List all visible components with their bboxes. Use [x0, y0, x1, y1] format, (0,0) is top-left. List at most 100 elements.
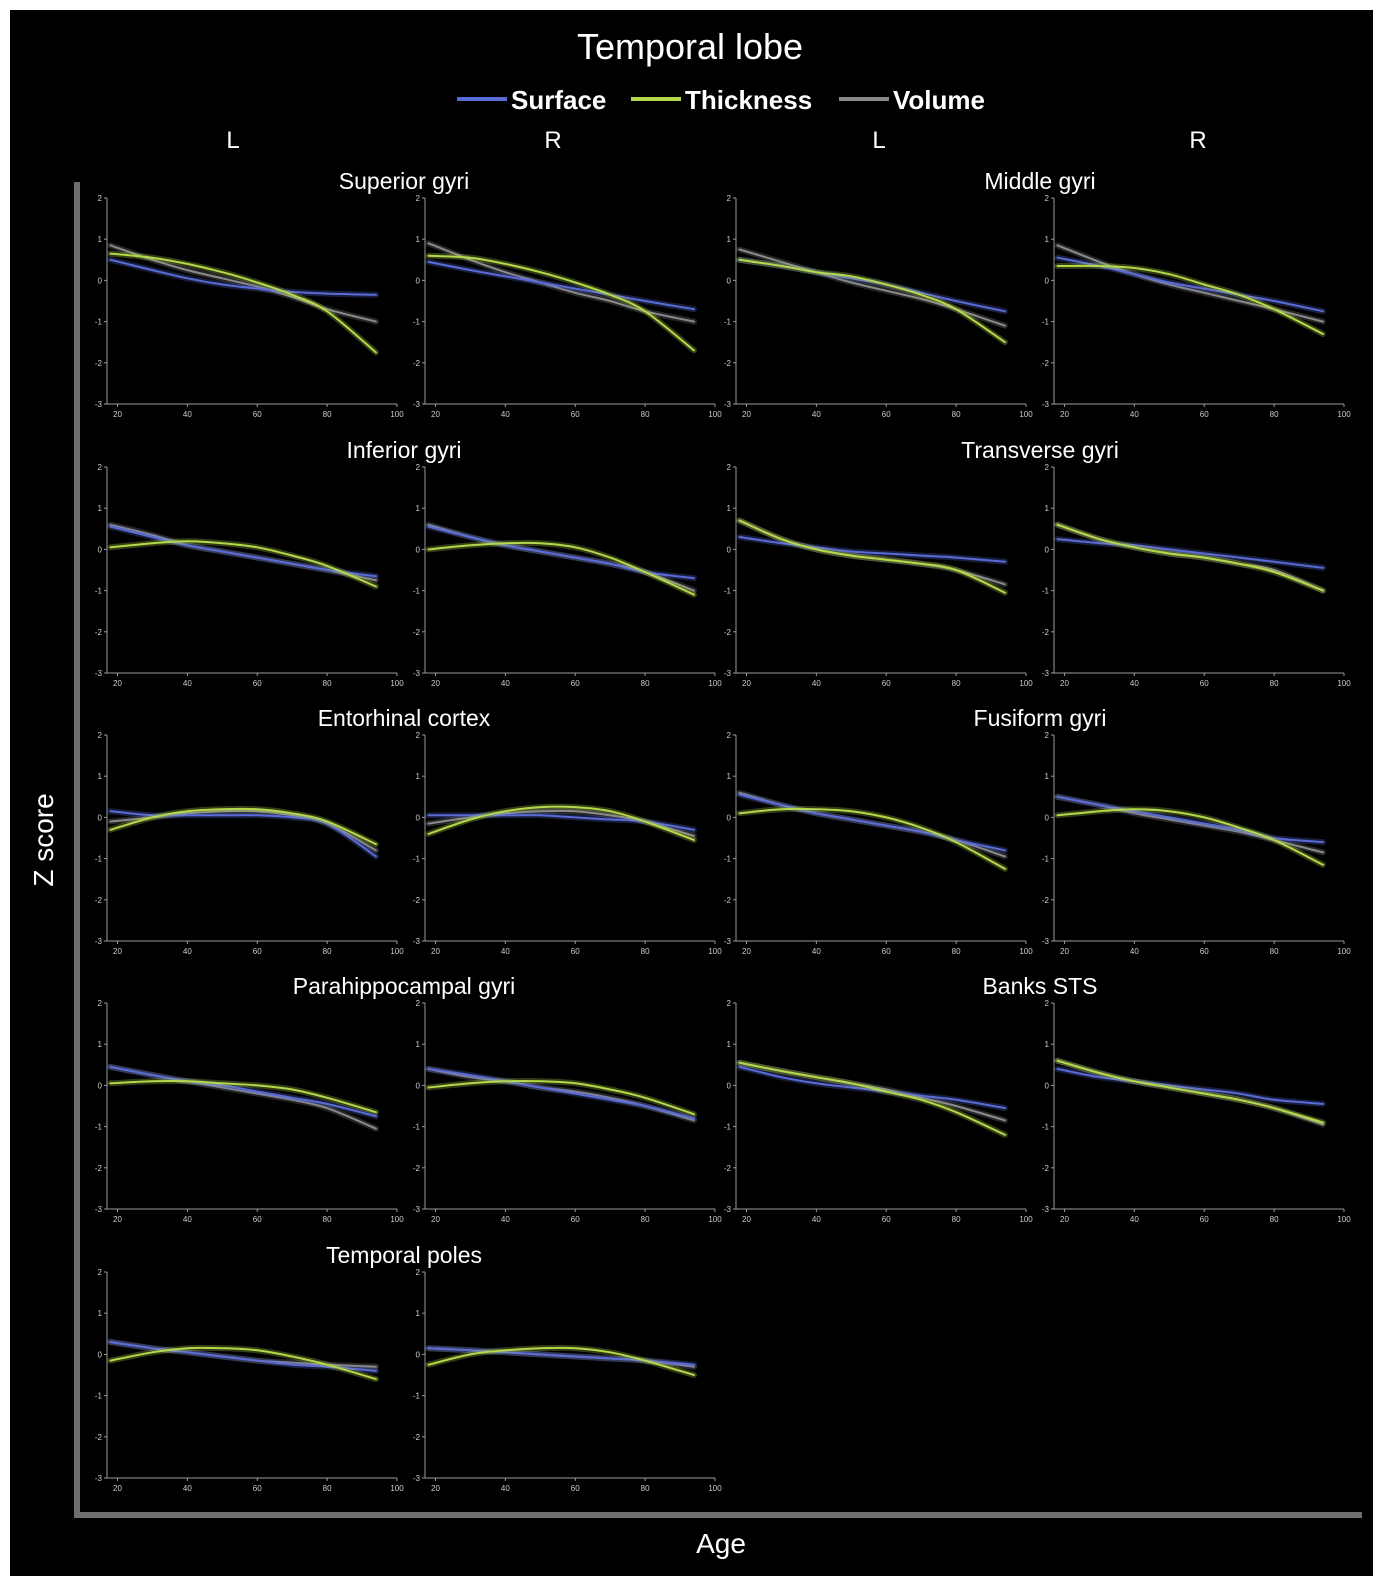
x-tick-label: 20 — [431, 679, 440, 688]
y-tick-label: 2 — [727, 731, 732, 740]
y-tick-label: 0 — [416, 1350, 421, 1359]
x-tick-label: 80 — [952, 1215, 961, 1224]
y-tick-label: 1 — [98, 1040, 103, 1049]
y-tick-label: -2 — [413, 628, 421, 637]
y-tick-label: -3 — [413, 400, 421, 409]
panel-superior-gyri-r: 2 1 0 -1 -2 -3 20 40 60 80 100 — [413, 194, 722, 419]
y-tick-label: -2 — [95, 628, 103, 637]
x-tick-label: 40 — [1130, 679, 1139, 688]
x-tick-label: 80 — [641, 1215, 650, 1224]
x-tick-label: 80 — [1270, 410, 1279, 419]
hemisphere-label-right-1: R — [544, 127, 561, 154]
x-tick-label: 20 — [113, 410, 122, 419]
x-tick-label: 100 — [708, 1215, 722, 1224]
panel-inferior-gyri-r: 2 1 0 -1 -2 -3 20 40 60 80 100 — [413, 463, 722, 688]
panel-transverse-gyri-l: 2 1 0 -1 -2 -3 20 40 60 80 100 — [724, 463, 1033, 688]
y-tick-label: 1 — [1045, 772, 1050, 781]
y-tick-label: -2 — [724, 628, 732, 637]
y-tick-label: 2 — [1045, 999, 1050, 1008]
x-tick-label: 80 — [323, 410, 332, 419]
x-tick-label: 80 — [641, 1484, 650, 1493]
panel-banks-sts-l: 2 1 0 -1 -2 -3 20 40 60 80 100 — [724, 999, 1033, 1224]
y-tick-label: 0 — [416, 545, 421, 554]
hemisphere-labels: L R L R — [226, 127, 1206, 154]
series-line-thickness — [738, 519, 1006, 594]
x-tick-label: 20 — [431, 1215, 440, 1224]
panel-middle-gyri-l: 2 1 0 -1 -2 -3 20 40 60 80 100 — [724, 194, 1033, 419]
x-tick-label: 20 — [113, 679, 122, 688]
y-tick-label: -2 — [724, 359, 732, 368]
x-tick-label: 60 — [253, 1484, 262, 1493]
x-tick-label: 80 — [323, 947, 332, 956]
y-tick-label: -1 — [724, 318, 732, 327]
panel-banks-sts-r: 2 1 0 -1 -2 -3 20 40 60 80 100 — [1042, 999, 1351, 1224]
series-line-surface — [109, 810, 377, 858]
series-line-surface — [427, 1067, 695, 1120]
panel-temporal-poles-l: 2 1 0 -1 -2 -3 20 40 60 80 100 — [95, 1268, 404, 1493]
y-tick-label: -1 — [95, 318, 103, 327]
y-tick-label: -1 — [1042, 587, 1050, 596]
y-tick-label: 2 — [727, 999, 732, 1008]
y-tick-label: 2 — [98, 999, 103, 1008]
x-tick-label: 40 — [183, 679, 192, 688]
outer-axes: Z score Age — [28, 182, 1362, 1559]
x-tick-label: 60 — [253, 947, 262, 956]
series-line-thickness — [427, 805, 695, 842]
y-tick-label: -2 — [724, 1164, 732, 1173]
x-tick-label: 20 — [431, 947, 440, 956]
x-tick-label: 60 — [882, 679, 891, 688]
panel-fusiform-gyri-l: 2 1 0 -1 -2 -3 20 40 60 80 100 — [724, 731, 1033, 956]
x-tick-label: 60 — [571, 1484, 580, 1493]
x-tick-label: 100 — [1337, 410, 1351, 419]
x-tick-label: 60 — [253, 679, 262, 688]
panel-transverse-gyri-r: 2 1 0 -1 -2 -3 20 40 60 80 100 — [1042, 463, 1351, 688]
y-tick-label: -1 — [413, 1392, 421, 1401]
panel-entorhinal-cortex-r: 2 1 0 -1 -2 -3 20 40 60 80 100 — [413, 731, 722, 956]
y-tick-label: 2 — [416, 999, 421, 1008]
y-tick-label: -1 — [724, 587, 732, 596]
y-tick-label: -2 — [413, 1164, 421, 1173]
x-tick-label: 100 — [1019, 1215, 1033, 1224]
region-title-superior-gyri: Superior gyri — [339, 168, 469, 194]
y-tick-label: -2 — [413, 359, 421, 368]
y-tick-label: -1 — [1042, 1123, 1050, 1132]
panel-superior-gyri-l: 2 1 0 -1 -2 -3 20 40 60 80 100 — [95, 194, 404, 419]
y-tick-label: 1 — [416, 235, 421, 244]
x-tick-label: 60 — [882, 947, 891, 956]
hemisphere-label-left-2: L — [872, 127, 885, 154]
y-tick-label: 1 — [98, 504, 103, 513]
x-tick-label: 40 — [812, 947, 821, 956]
y-tick-label: 0 — [727, 276, 732, 285]
x-tick-label: 100 — [708, 1484, 722, 1493]
y-tick-label: -1 — [413, 1123, 421, 1132]
x-tick-label: 20 — [431, 1484, 440, 1493]
x-tick-label: 40 — [501, 947, 510, 956]
x-tick-label: 60 — [571, 410, 580, 419]
y-tick-label: 2 — [416, 194, 421, 203]
y-tick-label: 1 — [727, 504, 732, 513]
y-tick-label: 1 — [416, 1309, 421, 1318]
x-tick-label: 80 — [1270, 1215, 1279, 1224]
region-title-banks-sts: Banks STS — [982, 973, 1097, 999]
y-tick-label: 1 — [1045, 1040, 1050, 1049]
x-tick-label: 60 — [882, 410, 891, 419]
y-tick-label: -1 — [724, 855, 732, 864]
series-line-surface — [738, 536, 1006, 563]
y-tick-label: 0 — [1045, 276, 1050, 285]
y-tick-label: 0 — [98, 813, 103, 822]
y-tick-label: 0 — [416, 276, 421, 285]
y-tick-label: 2 — [98, 194, 103, 203]
y-tick-label: -2 — [1042, 896, 1050, 905]
y-tick-label: 2 — [1045, 463, 1050, 472]
series-line-surface — [1056, 538, 1324, 569]
x-tick-label: 20 — [742, 947, 751, 956]
x-tick-label: 40 — [1130, 947, 1139, 956]
x-tick-label: 100 — [390, 410, 404, 419]
x-tick-label: 60 — [1200, 410, 1209, 419]
series-line-thickness — [109, 1346, 377, 1381]
x-tick-label: 40 — [812, 1215, 821, 1224]
x-tick-label: 80 — [952, 947, 961, 956]
panel-entorhinal-cortex-l: 2 1 0 -1 -2 -3 20 40 60 80 100 — [95, 731, 404, 956]
x-tick-label: 40 — [812, 410, 821, 419]
figure-svg: Temporal lobe Surface Thickness Volume L… — [28, 26, 1362, 1559]
